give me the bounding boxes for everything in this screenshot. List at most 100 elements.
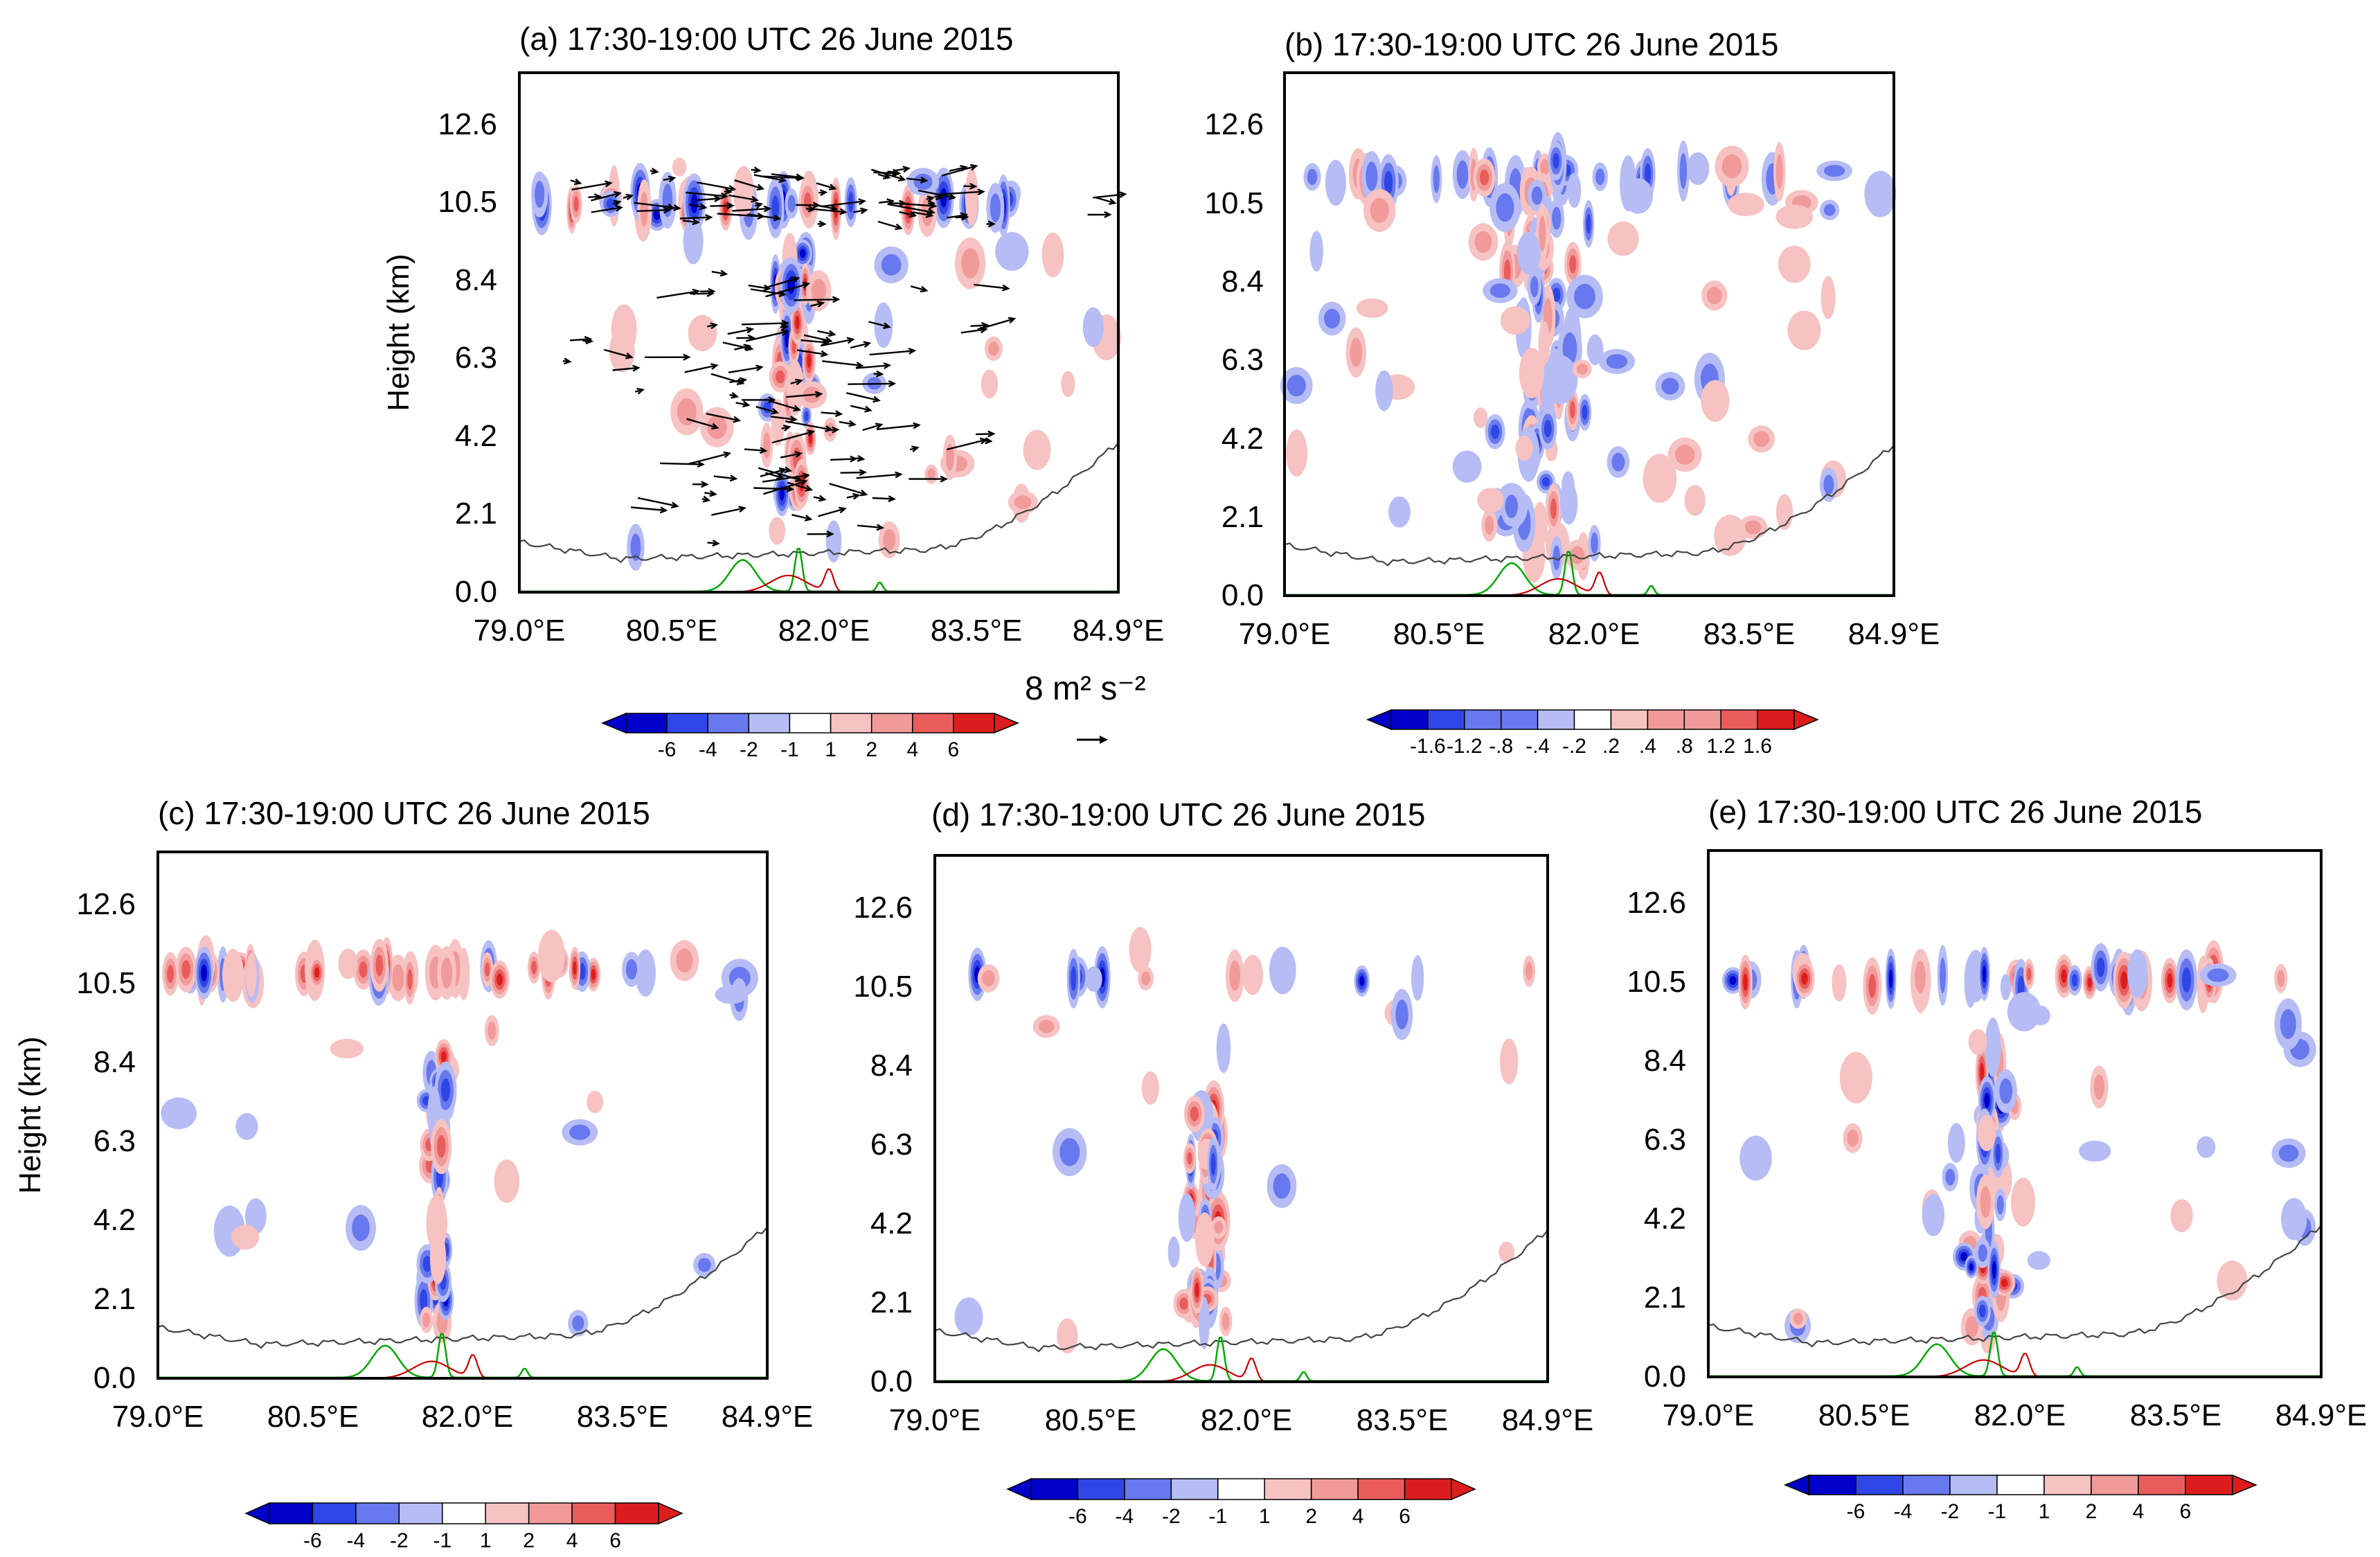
wind-vector — [873, 171, 900, 175]
wind-vector — [612, 366, 639, 371]
updraft-cell — [771, 398, 785, 446]
wind-vector-head — [710, 363, 719, 370]
panel-e-ytick-1: 2.1 — [1644, 1281, 1686, 1315]
updraft-cell — [804, 411, 809, 421]
scatter-cell — [688, 314, 717, 352]
wind-vector — [947, 438, 987, 451]
anvil-cell — [1686, 152, 1710, 186]
panel-e-ytick-5: 10.5 — [1627, 965, 1686, 999]
panel-a-ytick-0: 0.0 — [455, 575, 497, 609]
colorbar-box — [614, 1502, 659, 1524]
wind-vector — [748, 284, 770, 290]
wind-vector-head — [895, 471, 903, 479]
wind-vector-head — [895, 223, 903, 231]
scatter-cell — [1775, 204, 1813, 229]
panel-b-frame — [1283, 71, 1895, 597]
panel-a-frame — [518, 71, 1120, 594]
colorbar-tick-label: -2 — [1941, 1500, 1960, 1523]
wind-vector — [570, 338, 591, 341]
wind-vector — [630, 506, 666, 512]
wind-vector — [679, 216, 711, 220]
updraft-cell — [1190, 1106, 1199, 1121]
colorbar-box — [912, 713, 954, 733]
secondary-line — [1449, 571, 1640, 597]
panel-b-ytick-5: 10.5 — [1204, 186, 1264, 220]
colorbar-min-arrow — [1366, 709, 1392, 731]
colorbar-box — [442, 1502, 486, 1524]
updraft-cell — [763, 402, 771, 413]
updraft-cell — [1187, 1152, 1192, 1165]
wind-vector — [765, 283, 809, 298]
colorbar-box — [1500, 709, 1539, 730]
panel-b-lines — [1284, 445, 1895, 597]
anvil-cell — [1433, 165, 1440, 193]
wind-vector — [771, 173, 803, 179]
wind-vector — [688, 204, 706, 208]
wind-vector-head — [832, 296, 841, 303]
scatter-cell — [769, 517, 785, 545]
updraft-cell — [1490, 424, 1500, 439]
scatter-cell — [2281, 1198, 2307, 1240]
scatter-cell — [1309, 231, 1323, 272]
scatter-cell — [494, 1159, 520, 1203]
wind-vector — [800, 339, 828, 344]
wind-vector-head — [776, 473, 785, 480]
colorbar-tick-label: 6 — [2180, 1500, 2192, 1523]
wind-vector-head — [719, 269, 728, 277]
anvil-cell — [982, 970, 995, 987]
panel-d-colorbar: -6 -4 -2 -1 1 2 4 6 — [1006, 1477, 1476, 1528]
wind-vector — [744, 448, 766, 452]
wind-vector-head — [713, 195, 722, 203]
colorbar-box — [1757, 709, 1795, 730]
updraft-cell — [1531, 186, 1543, 205]
scatter-cell — [1287, 375, 1306, 397]
wind-vector — [636, 208, 670, 212]
colorbar-tick-label: -6 — [1068, 1505, 1087, 1528]
scatter-cell — [1739, 1135, 1772, 1181]
wind-vector-head — [720, 192, 729, 199]
scatter-cell — [1525, 961, 1533, 981]
wind-vector — [732, 207, 770, 212]
wind-vector-head — [893, 170, 902, 177]
colorbar-tick-label: -2 — [1162, 1505, 1181, 1528]
anvil-cell — [1679, 153, 1688, 189]
scatter-cell — [2277, 970, 2285, 987]
scatter-cell — [1643, 454, 1677, 504]
anvil-cell — [1595, 168, 1605, 186]
colorbar-tick-label: -2 — [390, 1529, 409, 1552]
panel-c-xtick-0: 79.0°E — [112, 1400, 204, 1434]
wind-vector-head — [711, 422, 719, 430]
colorbar-tick-label: 6 — [609, 1529, 621, 1552]
wind-vector-head — [888, 380, 897, 387]
anvil-cell — [2087, 977, 2092, 988]
wind-vector-head — [908, 347, 917, 355]
wind-vector-head — [709, 490, 717, 497]
wind-vector-head — [663, 206, 672, 214]
wind-vector — [637, 497, 678, 507]
wind-vector-head — [615, 204, 624, 212]
wind-vector — [711, 271, 726, 275]
wind-vector-head — [825, 425, 834, 432]
updraft-cell — [1570, 546, 1585, 564]
wind-vector-head — [738, 506, 746, 513]
scatter-cell — [2217, 1261, 2248, 1301]
wind-vector — [787, 481, 812, 491]
scatter-cell — [231, 1225, 260, 1250]
wind-vector-head — [925, 211, 934, 218]
wind-vector — [734, 345, 750, 350]
colorbar-tick-label: -1 — [1208, 1505, 1227, 1528]
colorbar-box — [2185, 1475, 2233, 1495]
colorbar-box — [1808, 1475, 1856, 1495]
scatter-cell — [1793, 1313, 1803, 1325]
panel-b-xticks: 79.0°E 80.5°E 82.0°E 83.5°E 84.9°E — [1239, 617, 1940, 651]
scatter-cell — [1041, 232, 1064, 278]
colorbar-box — [312, 1502, 357, 1524]
scatter-cell — [1714, 515, 1747, 556]
colorbar-tick-label: 6 — [948, 738, 960, 761]
wind-vector — [821, 200, 865, 208]
anvil-cell — [635, 949, 656, 997]
anvil-cell — [2000, 974, 2011, 1001]
updraft-cell — [1569, 255, 1577, 274]
wind-vector-head — [692, 288, 701, 296]
